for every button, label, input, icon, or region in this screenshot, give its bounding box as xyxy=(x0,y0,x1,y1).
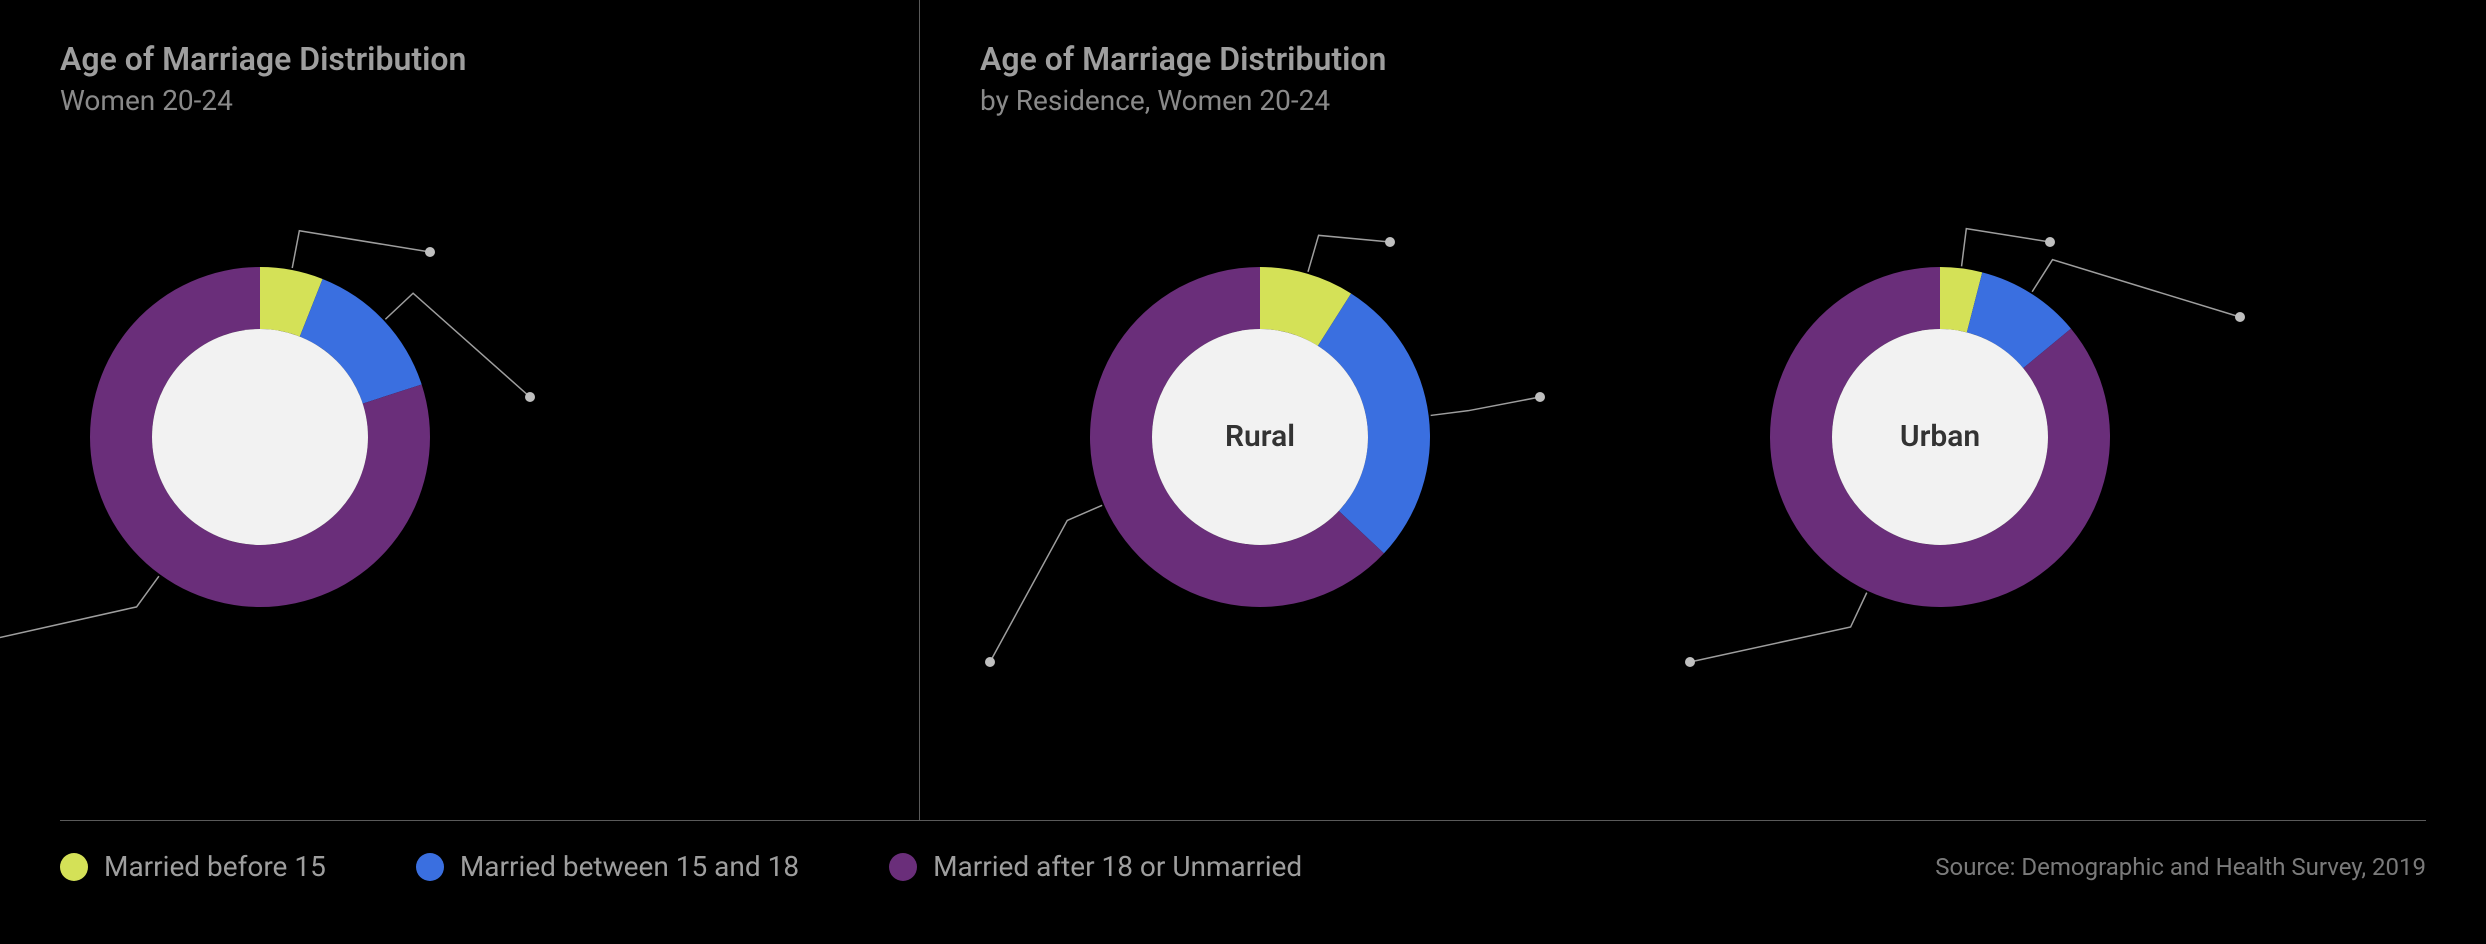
leader-dot xyxy=(1535,392,1545,402)
donut-rural: Rural xyxy=(1060,207,1460,707)
leader-line xyxy=(2032,260,2240,317)
panel-overall: Age of Marriage Distribution Women 20-24 xyxy=(0,0,920,820)
donut-svg xyxy=(60,207,460,707)
legend-label-after18: Married after 18 or Unmarried xyxy=(933,850,1302,883)
leader-dot xyxy=(2235,312,2245,322)
leader-dot xyxy=(1385,237,1395,247)
leader-line xyxy=(990,505,1102,662)
panel-title-left: Age of Marriage Distribution xyxy=(60,40,899,78)
leader-dot xyxy=(525,392,535,402)
legend-item-after18: Married after 18 or Unmarried xyxy=(889,850,1302,883)
swatch-before15 xyxy=(60,853,88,881)
chart-area-left xyxy=(60,207,899,707)
leader-line xyxy=(1308,235,1390,271)
legend-item-before15: Married before 15 xyxy=(60,850,326,883)
donut-urban: Urban xyxy=(1740,207,2140,707)
swatch-after18 xyxy=(889,853,917,881)
donut-inner-circle xyxy=(1832,329,2048,545)
legend-item-between1518: Married between 15 and 18 xyxy=(416,850,799,883)
donut-overall xyxy=(60,207,460,707)
panel-title-right: Age of Marriage Distribution xyxy=(980,40,2466,78)
leader-line xyxy=(1431,397,1540,415)
donut-inner-circle xyxy=(152,329,368,545)
leader-line xyxy=(1690,593,1867,662)
donut-inner-circle xyxy=(1152,329,1368,545)
chart-container: Age of Marriage Distribution Women 20-24… xyxy=(0,0,2486,820)
legend-label-between1518: Married between 15 and 18 xyxy=(460,850,799,883)
leader-line xyxy=(292,231,430,268)
panel-subtitle-left: Women 20-24 xyxy=(60,84,899,117)
leader-line xyxy=(1962,229,2050,267)
leader-dot xyxy=(425,247,435,257)
leader-dot xyxy=(2045,237,2055,247)
leader-dot xyxy=(985,657,995,667)
donut-svg xyxy=(1060,207,1460,707)
chart-area-right: Rural Urban xyxy=(1060,207,2466,707)
donut-svg xyxy=(1740,207,2140,707)
legend-label-before15: Married before 15 xyxy=(104,850,326,883)
bottom-divider xyxy=(60,820,2426,821)
leader-dot xyxy=(1685,657,1695,667)
legend-row: Married before 15 Married between 15 and… xyxy=(60,850,2426,883)
swatch-between1518 xyxy=(416,853,444,881)
panel-by-residence: Age of Marriage Distribution by Residenc… xyxy=(920,0,2486,820)
panel-subtitle-right: by Residence, Women 20-24 xyxy=(980,84,2466,117)
leader-line xyxy=(0,576,159,642)
source-text: Source: Demographic and Health Survey, 2… xyxy=(1935,853,2426,881)
